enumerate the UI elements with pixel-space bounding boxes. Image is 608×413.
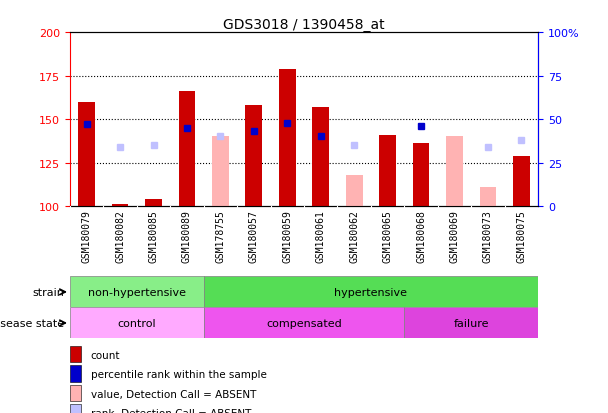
Bar — [70, 308, 204, 339]
Bar — [112, 205, 128, 206]
Bar — [145, 199, 162, 206]
Text: GSM180059: GSM180059 — [282, 210, 292, 263]
Bar — [70, 277, 204, 308]
Bar — [204, 277, 538, 308]
Bar — [446, 137, 463, 206]
Bar — [246, 106, 262, 206]
Text: count: count — [91, 350, 120, 360]
Bar — [313, 108, 329, 206]
Text: disease state: disease state — [0, 318, 64, 328]
Text: compensated: compensated — [266, 318, 342, 328]
Text: GSM180069: GSM180069 — [449, 210, 460, 263]
Bar — [413, 144, 429, 206]
Title: GDS3018 / 1390458_at: GDS3018 / 1390458_at — [223, 18, 385, 32]
Bar — [346, 175, 362, 206]
Bar — [204, 308, 404, 339]
Text: GSM180062: GSM180062 — [349, 210, 359, 263]
Text: GSM180079: GSM180079 — [81, 210, 92, 263]
Text: GSM180073: GSM180073 — [483, 210, 493, 263]
Bar — [212, 137, 229, 206]
Text: percentile rank within the sample: percentile rank within the sample — [91, 369, 266, 379]
Bar — [480, 188, 496, 206]
Text: GSM180082: GSM180082 — [115, 210, 125, 263]
Bar — [70, 366, 81, 382]
Text: GSM180068: GSM180068 — [416, 210, 426, 263]
Bar — [404, 308, 538, 339]
Text: strain: strain — [32, 287, 64, 297]
Text: value, Detection Call = ABSENT: value, Detection Call = ABSENT — [91, 389, 256, 399]
Text: non-hypertensive: non-hypertensive — [88, 287, 186, 297]
Text: GSM180065: GSM180065 — [382, 210, 393, 263]
Text: GSM180075: GSM180075 — [516, 210, 527, 263]
Bar — [379, 135, 396, 206]
Text: GSM178755: GSM178755 — [215, 210, 226, 263]
Text: hypertensive: hypertensive — [334, 287, 407, 297]
Bar — [70, 404, 81, 413]
Text: GSM180061: GSM180061 — [316, 210, 326, 263]
Text: control: control — [117, 318, 156, 328]
Text: GSM180057: GSM180057 — [249, 210, 259, 263]
Text: GSM180089: GSM180089 — [182, 210, 192, 263]
Text: rank, Detection Call = ABSENT: rank, Detection Call = ABSENT — [91, 408, 251, 413]
Bar — [70, 385, 81, 401]
Bar — [78, 102, 95, 206]
Bar — [179, 92, 195, 206]
Text: failure: failure — [454, 318, 489, 328]
Bar — [70, 346, 81, 363]
Bar — [513, 156, 530, 206]
Bar — [279, 69, 295, 206]
Text: GSM180085: GSM180085 — [148, 210, 159, 263]
